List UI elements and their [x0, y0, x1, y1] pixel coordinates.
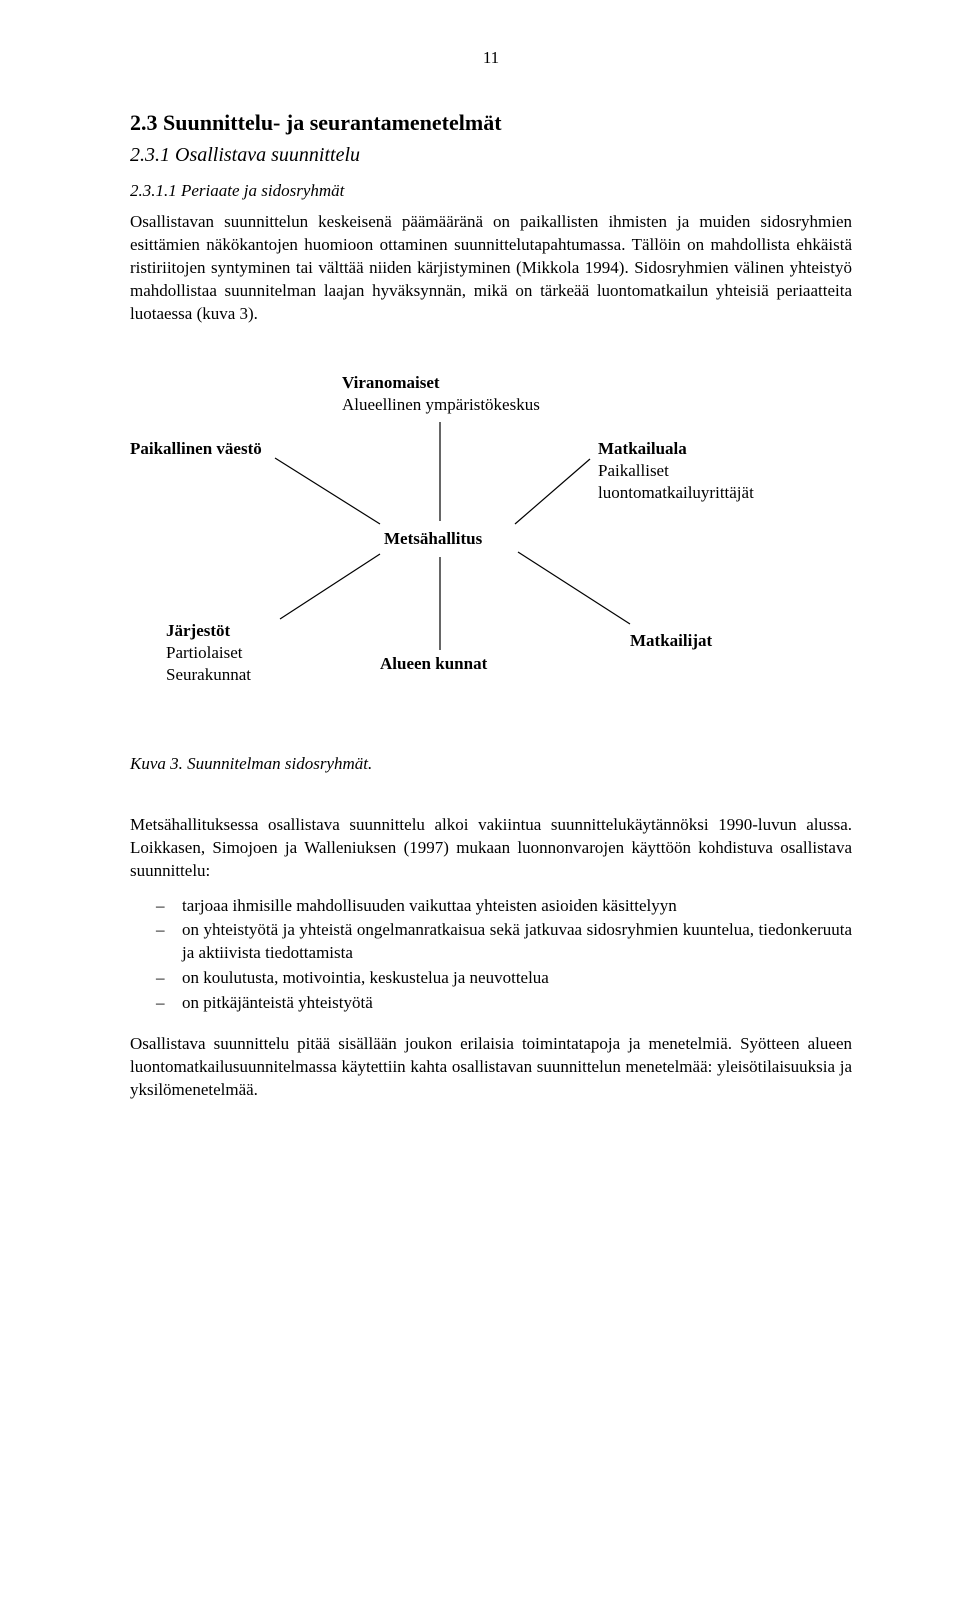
list-item: tarjoaa ihmisille mahdollisuuden vaikutt… [182, 895, 852, 918]
node-viranomaiset-sub: Alueellinen ympäristökeskus [342, 395, 540, 414]
paragraph-intro: Osallistavan suunnittelun keskeisenä pää… [130, 211, 852, 326]
node-matkailuala: Matkailuala Paikalliset luontomatkailuyr… [598, 438, 754, 504]
document-page: 11 2.3 Suunnittelu- ja seurantamenetelmä… [0, 0, 960, 1602]
node-alueen-kunnat: Alueen kunnat [380, 653, 487, 675]
node-matkailuala-title: Matkailuala [598, 439, 687, 458]
paragraph-list-intro: Metsähallituksessa osallistava suunnitte… [130, 814, 852, 883]
heading-level-2: 2.3 Suunnittelu- ja seurantamenetelmät [130, 110, 852, 136]
node-metsahallitus-center: Metsähallitus [384, 528, 482, 550]
bullet-list: tarjoaa ihmisille mahdollisuuden vaikutt… [130, 895, 852, 1016]
heading-level-4: 2.3.1.1 Periaate ja sidosryhmät [130, 181, 852, 201]
node-jarjestot-title: Järjestöt [166, 621, 230, 640]
heading-level-3: 2.3.1 Osallistava suunnittelu [130, 144, 852, 167]
node-matkailuala-sub1: Paikalliset [598, 461, 669, 480]
list-item: on yhteistyötä ja yhteistä ongelmanratka… [182, 919, 852, 965]
figure-caption: Kuva 3. Suunnitelman sidosryhmät. [130, 754, 852, 774]
list-item: on koulutusta, motivointia, keskustelua … [182, 967, 852, 990]
node-matkailijat: Matkailijat [630, 630, 712, 652]
stakeholder-diagram: Viranomaiset Alueellinen ympäristökeskus… [130, 364, 832, 734]
node-jarjestot: Järjestöt Partiolaiset Seurakunnat [166, 620, 251, 686]
node-viranomaiset: Viranomaiset Alueellinen ympäristökeskus [342, 372, 540, 416]
paragraph-closing: Osallistava suunnittelu pitää sisällään … [130, 1033, 852, 1102]
node-paikallinen-vaesto: Paikallinen väestö [130, 438, 262, 460]
page-number: 11 [130, 48, 852, 68]
node-jarjestot-sub2: Seurakunnat [166, 665, 251, 684]
list-item: on pitkäjänteistä yhteistyötä [182, 992, 852, 1015]
node-jarjestot-sub1: Partiolaiset [166, 643, 242, 662]
node-matkailuala-sub2: luontomatkailuyrittäjät [598, 483, 754, 502]
node-viranomaiset-title: Viranomaiset [342, 373, 440, 392]
